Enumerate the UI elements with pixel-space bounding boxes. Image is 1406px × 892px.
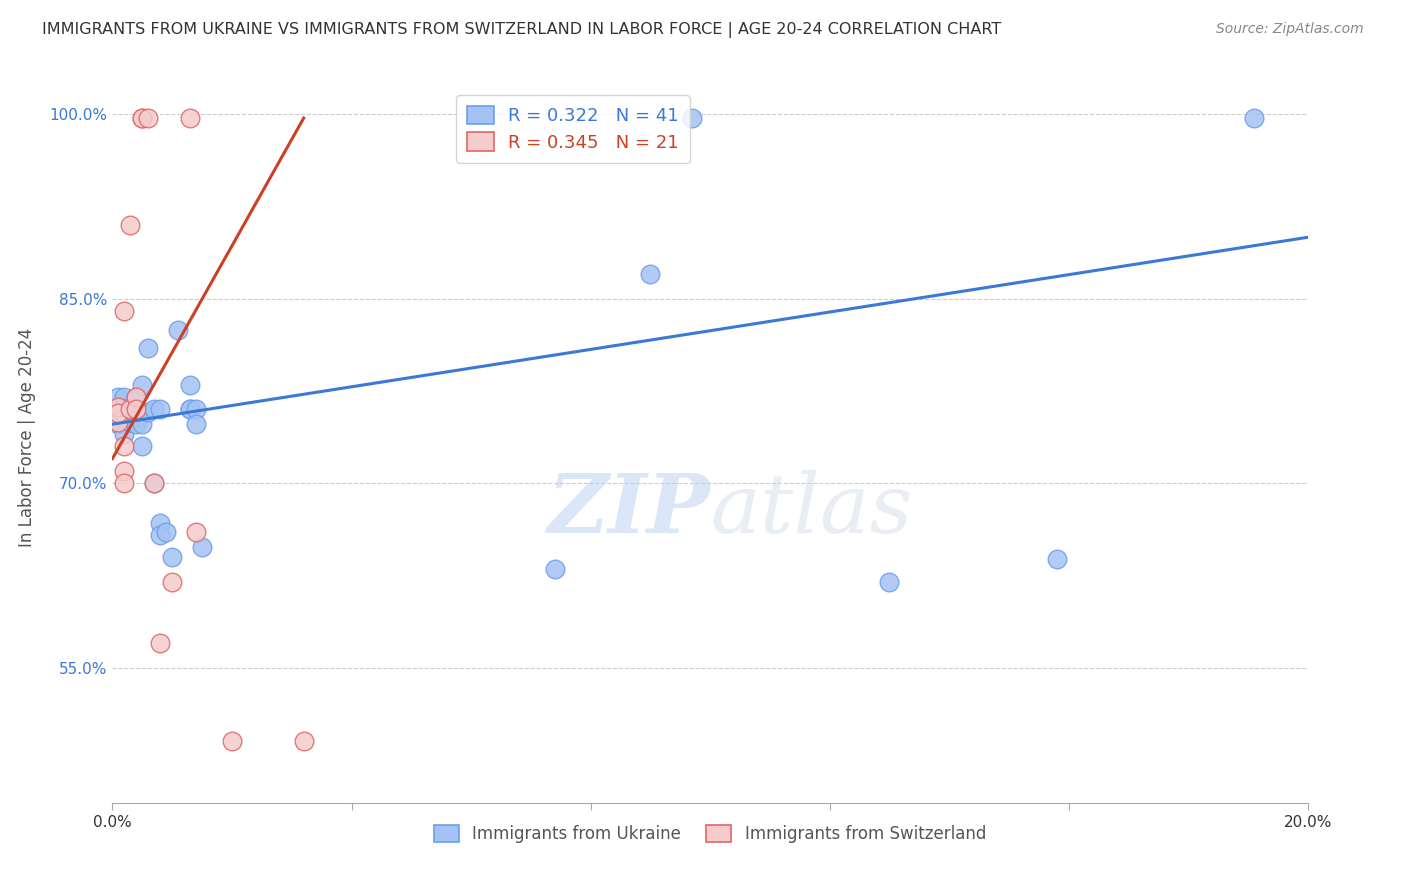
Point bbox=[114, 439, 135, 453]
Point bbox=[149, 402, 172, 417]
Point bbox=[131, 111, 153, 125]
Point bbox=[143, 476, 166, 491]
Point bbox=[107, 417, 129, 432]
Point bbox=[131, 377, 153, 392]
Point bbox=[125, 390, 148, 404]
Point bbox=[120, 415, 142, 429]
Point bbox=[138, 405, 160, 419]
Point bbox=[107, 400, 129, 414]
Point bbox=[114, 464, 135, 478]
Point bbox=[120, 402, 142, 417]
Point bbox=[179, 111, 201, 125]
Point bbox=[879, 574, 901, 589]
Text: atlas: atlas bbox=[710, 470, 912, 550]
Point bbox=[107, 415, 129, 429]
Point bbox=[1046, 552, 1069, 566]
Point bbox=[107, 400, 129, 414]
Text: ZIP: ZIP bbox=[547, 470, 710, 550]
Point bbox=[640, 267, 662, 281]
Point bbox=[107, 406, 129, 420]
Point bbox=[114, 409, 135, 423]
Point bbox=[107, 406, 129, 420]
Point bbox=[186, 417, 208, 432]
Point bbox=[149, 636, 172, 650]
Point bbox=[179, 402, 201, 417]
Point bbox=[125, 402, 148, 417]
Point bbox=[120, 415, 142, 429]
Point bbox=[292, 734, 315, 748]
Point bbox=[149, 516, 172, 530]
Point bbox=[114, 427, 135, 442]
Point bbox=[125, 402, 148, 417]
Point bbox=[143, 402, 166, 417]
Point bbox=[167, 322, 190, 336]
Point bbox=[120, 218, 142, 232]
Point bbox=[114, 400, 135, 414]
Point bbox=[155, 525, 177, 540]
Point bbox=[131, 111, 153, 125]
Point bbox=[191, 540, 214, 554]
Point bbox=[120, 400, 142, 414]
Point bbox=[125, 405, 148, 419]
Point bbox=[186, 525, 208, 540]
Point bbox=[131, 439, 153, 453]
Point bbox=[120, 402, 142, 417]
Point bbox=[162, 574, 183, 589]
Point bbox=[131, 417, 153, 432]
Text: Source: ZipAtlas.com: Source: ZipAtlas.com bbox=[1216, 22, 1364, 37]
Point bbox=[179, 402, 201, 417]
Text: IMMIGRANTS FROM UKRAINE VS IMMIGRANTS FROM SWITZERLAND IN LABOR FORCE | AGE 20-2: IMMIGRANTS FROM UKRAINE VS IMMIGRANTS FR… bbox=[42, 22, 1001, 38]
Point bbox=[114, 390, 135, 404]
Point bbox=[162, 549, 183, 564]
Point bbox=[107, 390, 129, 404]
Point bbox=[114, 476, 135, 491]
Point bbox=[221, 734, 243, 748]
Point bbox=[543, 562, 565, 576]
Point bbox=[125, 417, 148, 432]
Point bbox=[149, 528, 172, 542]
Legend: Immigrants from Ukraine, Immigrants from Switzerland: Immigrants from Ukraine, Immigrants from… bbox=[425, 814, 995, 853]
Point bbox=[125, 390, 148, 404]
Point bbox=[186, 402, 208, 417]
Point bbox=[179, 377, 201, 392]
Point bbox=[681, 111, 703, 125]
Y-axis label: In Labor Force | Age 20-24: In Labor Force | Age 20-24 bbox=[18, 327, 35, 547]
Point bbox=[1243, 111, 1265, 125]
Point bbox=[114, 304, 135, 318]
Point bbox=[138, 111, 160, 125]
Point bbox=[143, 476, 166, 491]
Point bbox=[138, 341, 160, 355]
